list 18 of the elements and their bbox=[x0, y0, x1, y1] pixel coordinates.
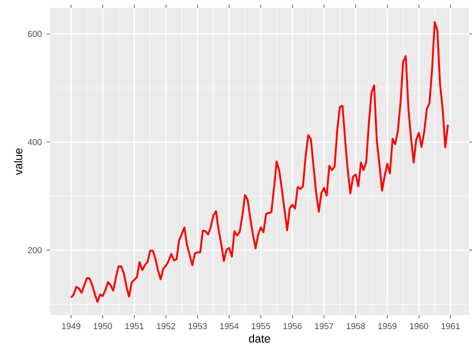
x-tick-label: 1949 bbox=[62, 323, 80, 330]
x-axis-title: date bbox=[248, 334, 270, 343]
y-tick-label: 600 bbox=[28, 30, 42, 38]
x-tick-label: 1953 bbox=[188, 323, 207, 330]
x-tick-label: 1959 bbox=[378, 323, 397, 330]
x-tick-label: 1951 bbox=[125, 323, 144, 330]
y-axis-title: value bbox=[14, 148, 22, 175]
x-tick-label: 1952 bbox=[156, 323, 176, 330]
x-tick-label: 1961 bbox=[442, 323, 460, 330]
y-tick-label: 400 bbox=[28, 138, 42, 146]
x-tick-label: 1950 bbox=[94, 323, 112, 330]
x-tick-label: 1956 bbox=[283, 323, 302, 330]
x-tick-label: 1958 bbox=[346, 323, 365, 330]
x-tick-label: 1957 bbox=[315, 323, 334, 330]
x-tick-label: 1960 bbox=[410, 323, 428, 330]
x-tick-label: 1955 bbox=[252, 323, 270, 330]
x-tick-label: 1954 bbox=[220, 323, 239, 330]
y-tick-label: 200 bbox=[28, 247, 42, 254]
